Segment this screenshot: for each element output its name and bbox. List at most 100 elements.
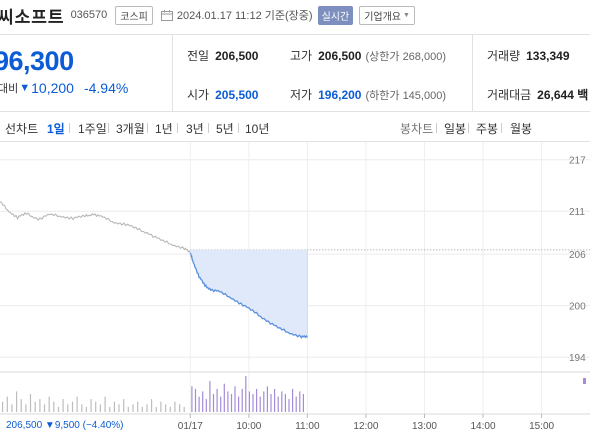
tab-separator — [436, 123, 437, 133]
y-tick-label: 217 — [569, 156, 586, 167]
volume-bar — [220, 396, 222, 412]
open-value: 205,500 — [215, 88, 259, 102]
volume-bar — [2, 401, 4, 412]
volume-bar — [160, 401, 162, 412]
tab-3month[interactable]: 3개월 — [116, 122, 145, 136]
volume-bar — [245, 376, 247, 412]
x-tick-label: 12:00 — [353, 421, 378, 432]
volume-bar — [266, 386, 268, 412]
volume-bar — [256, 388, 258, 412]
volume-bar — [11, 404, 13, 412]
volume-bar — [99, 404, 101, 412]
volume-bar — [39, 399, 41, 412]
volume-value: 133,349 — [526, 49, 570, 63]
prev-close-value: 206,500 — [215, 49, 259, 63]
tab-10year[interactable]: 10년 — [245, 122, 270, 136]
realtime-button[interactable]: 실시간 — [317, 5, 354, 25]
tab-separator — [238, 123, 239, 133]
tab-1week[interactable]: 1주일 — [78, 122, 107, 136]
volume-bar — [109, 406, 111, 412]
volume-bar — [151, 399, 153, 412]
tab-line-chart[interactable]: 선차트 — [5, 122, 39, 136]
x-tick-label: 10:00 — [236, 421, 261, 432]
volume-bar — [95, 401, 97, 412]
volume-bar — [71, 401, 74, 412]
volume-bar — [212, 394, 215, 412]
stock-code: 036570 — [70, 9, 108, 21]
volume: 거래량 133,349 — [487, 47, 570, 64]
volume-bar — [62, 399, 64, 412]
trade-value: 거래대금 26,644 백 — [487, 86, 588, 103]
high-price: 고가 206,500 (상한가 268,000) — [290, 47, 446, 64]
volume-bar — [67, 404, 69, 412]
volume-bar — [202, 391, 204, 412]
volume-bar — [299, 391, 301, 412]
volume-marker — [583, 378, 586, 384]
volume-bar — [248, 391, 250, 412]
volume-bar — [191, 386, 193, 412]
volume-bar — [216, 388, 218, 412]
volume-bar — [29, 394, 32, 412]
tab-separator — [501, 123, 502, 133]
volume-bar — [90, 399, 92, 412]
volume-bar — [234, 386, 236, 412]
change-label: 대비 — [0, 83, 19, 95]
volume-bar — [165, 404, 167, 412]
x-tick-label: 11:00 — [295, 421, 320, 432]
previous-day-price-line — [0, 201, 191, 254]
volume-bar — [43, 404, 46, 412]
today-area-fill — [190, 249, 308, 338]
volume-bar — [227, 391, 229, 412]
x-tick-label: 14:00 — [471, 421, 496, 432]
volume-bar — [205, 399, 207, 412]
y-tick-label: 206 — [569, 250, 586, 261]
volume-bar — [6, 396, 8, 412]
volume-bar — [241, 388, 243, 412]
intraday-price-chart[interactable]: 217 211 206 200 194 01/17 10:00 11:00 12:00 13:00… — [0, 142, 590, 443]
lower-limit: (하한가 145,000) — [365, 90, 446, 102]
volume-bar — [123, 399, 125, 412]
tab-monthly[interactable]: 월봉 — [510, 122, 533, 136]
tab-weekly[interactable]: 주봉 — [476, 122, 499, 136]
volume-bar — [194, 388, 197, 412]
company-info-button[interactable]: 기업개요 ▼ — [359, 5, 415, 25]
open-label: 시가 — [187, 88, 210, 102]
volume-bar — [288, 399, 290, 412]
prev-close: 전일 206,500 — [187, 47, 258, 64]
volume-bar — [277, 396, 279, 412]
change-value: 10,200 — [31, 80, 74, 96]
volume-bar — [274, 388, 276, 412]
volume-bar — [146, 404, 148, 412]
market-tag: 코스피 — [115, 5, 153, 25]
volume-legend: 206,500 ▼9,500 (−4.40%) — [6, 420, 123, 431]
volume-bar — [198, 396, 200, 412]
tab-separator — [468, 123, 469, 133]
change-percent: -4.94% — [83, 80, 129, 96]
volume-bar — [284, 394, 286, 412]
low-value: 196,200 — [318, 88, 362, 102]
volume-bar — [174, 401, 176, 412]
volume-bar — [118, 404, 120, 412]
tab-3year[interactable]: 3년 — [186, 122, 204, 136]
tab-1year[interactable]: 1년 — [155, 122, 173, 136]
upper-limit: (상한가 268,000) — [365, 51, 446, 63]
trade-value-value: 26,644 백 — [537, 88, 589, 102]
summary-divider — [472, 35, 473, 111]
volume-bar — [20, 399, 22, 412]
volume-bar — [137, 401, 139, 412]
chevron-down-icon: ▼ — [403, 11, 410, 19]
tab-1day[interactable]: 1일 — [47, 122, 65, 136]
volume-bar — [209, 381, 211, 412]
volume-bar — [76, 396, 78, 412]
tab-separator — [147, 123, 148, 133]
volume-bar — [270, 394, 272, 412]
volume-bar — [155, 406, 157, 412]
volume-bar — [281, 391, 283, 412]
tab-5year[interactable]: 5년 — [216, 122, 234, 136]
summary-divider — [172, 35, 173, 111]
volume-bar — [292, 388, 294, 412]
x-tick-label: 15:00 — [529, 421, 554, 432]
volume-bar — [104, 396, 106, 412]
stock-header: 씨소프트 036570 코스피 2024.01.17 11:12 기준(장중) … — [0, 0, 590, 30]
tab-daily[interactable]: 일봉 — [444, 122, 467, 136]
